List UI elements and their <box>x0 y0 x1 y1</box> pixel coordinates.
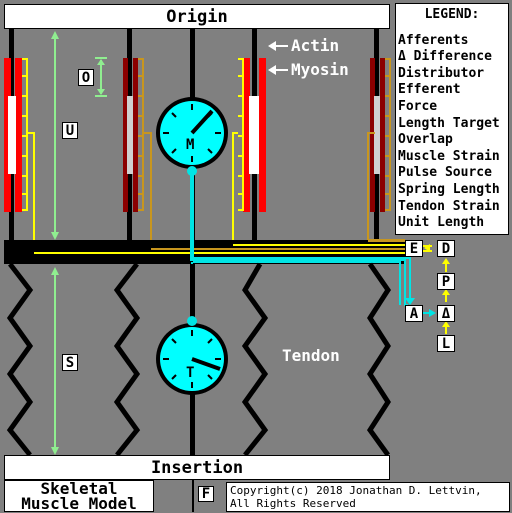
insertion-bar: Insertion <box>4 455 390 480</box>
gauge-m <box>156 97 228 176</box>
sarcomere-unit-3 <box>243 58 266 212</box>
gauge-t <box>156 316 228 395</box>
legend-item-difference: Δ Difference <box>398 49 492 65</box>
myosin-label: Myosin <box>291 60 349 79</box>
legend-item-overlap: Overlap <box>398 132 453 148</box>
distributor-box: D <box>437 240 455 257</box>
legend-item-unit-length: Unit Length <box>398 215 485 231</box>
title-line-1: Skeletal <box>40 479 118 498</box>
sarcomere-unit-1 <box>4 58 22 212</box>
legend-item-tendon-strain: Tendon Strain <box>398 198 500 214</box>
gauge-m-label: M <box>186 137 195 153</box>
title-box: Skeletal Muscle Model <box>4 480 154 512</box>
control-arrows <box>424 244 450 334</box>
tendon-label: Tendon <box>282 346 340 365</box>
afferents-box: A <box>405 305 423 322</box>
origin-bar: Origin <box>4 4 390 29</box>
copyright-line-2: All Rights Reserved <box>230 497 356 510</box>
spring-length-label: S <box>62 354 78 371</box>
label-arrows <box>268 41 288 75</box>
legend-title: LEGEND: <box>424 7 480 22</box>
legend-item-afferents: Afferents <box>398 32 469 48</box>
legend: LEGEND: Afferents Δ Difference Distribut… <box>395 3 509 235</box>
title-line-2: Muscle Model <box>21 494 137 513</box>
legend-item-length-target: Length Target <box>398 115 500 131</box>
insertion-label: Insertion <box>150 457 244 478</box>
gauge-t-label: T <box>186 365 195 381</box>
copyright-box: Copyright(c) 2018 Jonathan D. Lettvin, A… <box>226 482 510 512</box>
sarcomere-unit-4 <box>370 58 385 212</box>
legend-item-spring-length: Spring Length <box>398 181 500 197</box>
length-target-box: L <box>437 335 455 352</box>
legend-item-pulse-source: Pulse Source <box>398 165 492 181</box>
unit-length-label: U <box>62 122 78 139</box>
copyright-line-1: Copyright(c) 2018 Jonathan D. Lettvin, <box>230 484 482 497</box>
force-box: F <box>198 486 214 502</box>
actin-label: Actin <box>291 36 340 55</box>
tendon-springs <box>6 262 392 457</box>
legend-item-force: Force <box>398 98 438 114</box>
efferent-box: E <box>405 240 423 257</box>
overlap-label: O <box>78 69 94 86</box>
pulse-source-box: P <box>437 273 455 290</box>
legend-item-muscle-strain: Muscle Strain <box>398 148 500 164</box>
difference-box: Δ <box>437 305 455 322</box>
origin-label: Origin <box>166 6 228 27</box>
legend-item-distributor: Distributor <box>398 65 485 81</box>
sarcomere-unit-2 <box>123 58 138 212</box>
legend-item-efferent: Efferent <box>398 82 461 98</box>
measurement-arrows <box>51 31 107 455</box>
